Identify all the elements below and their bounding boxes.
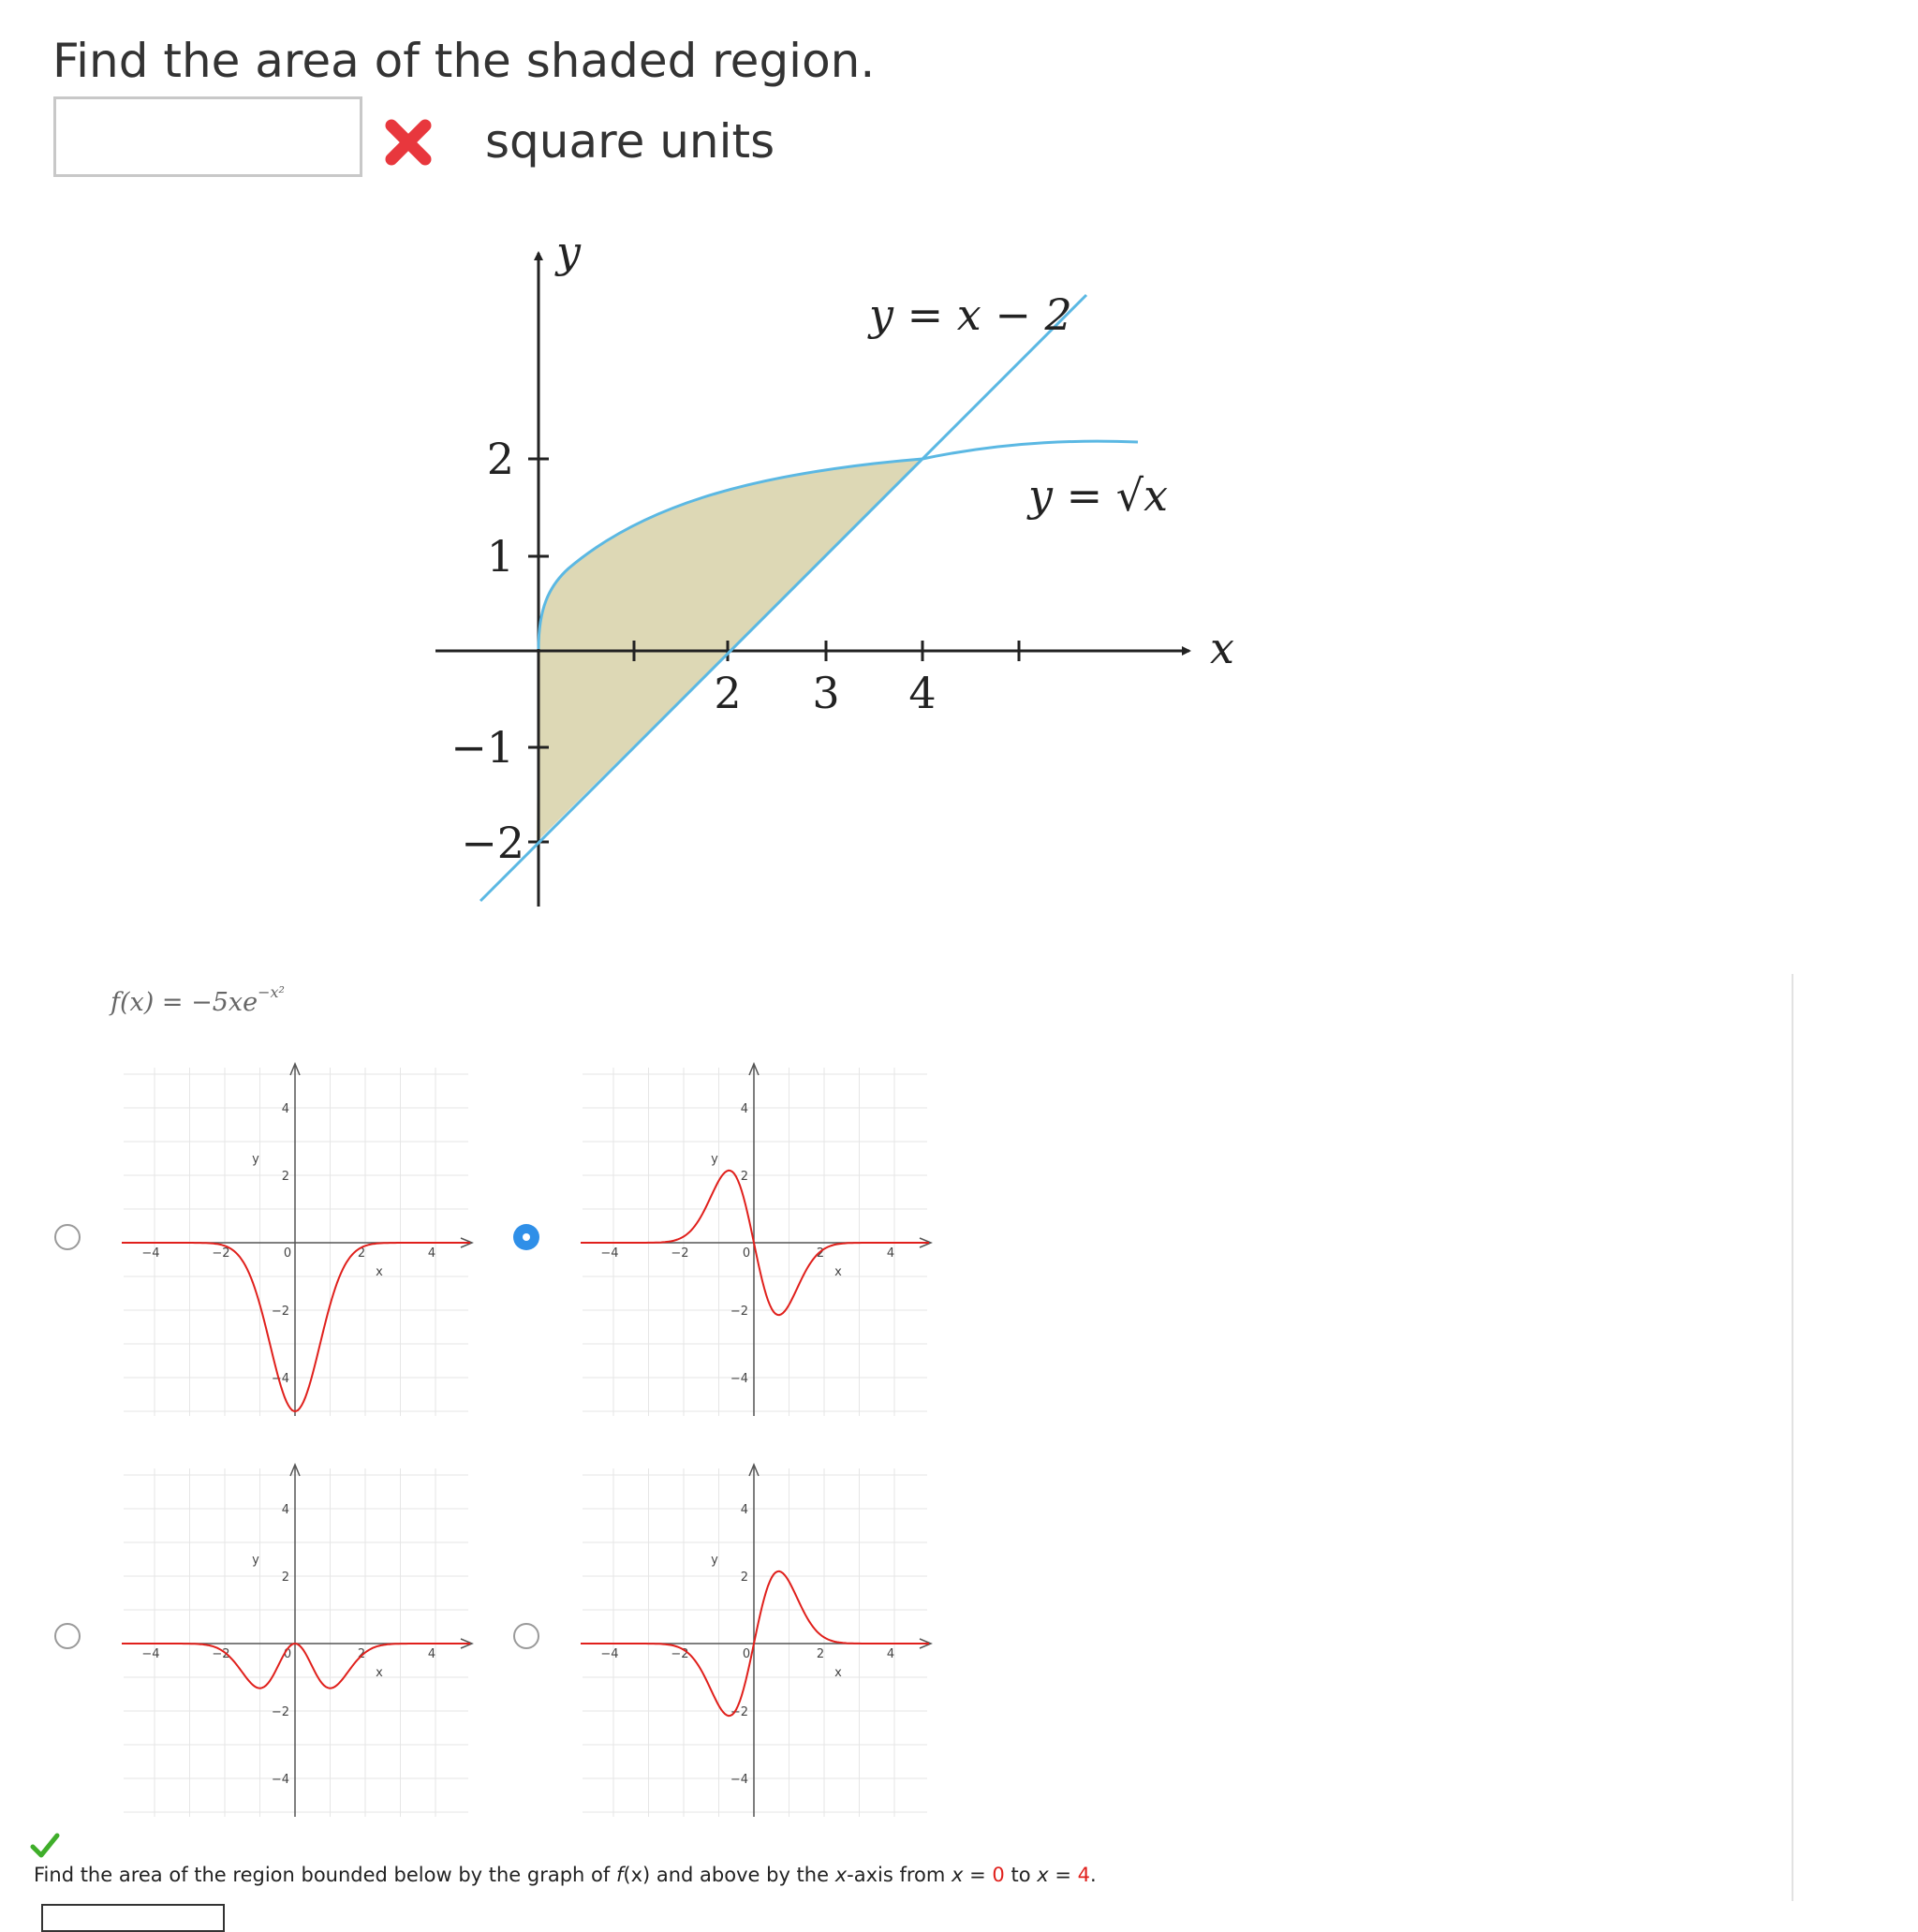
line-curve — [479, 293, 1088, 903]
graph-option-a[interactable]: −4 −2 2 4 4 2 −2 −4 0 y x — [112, 1049, 478, 1423]
mini-x-tick-label: −4 — [600, 1246, 618, 1261]
area-answer-input[interactable] — [53, 96, 362, 177]
sqrt-curve — [537, 439, 1139, 650]
mini-y-arrow — [289, 1062, 301, 1076]
function-label-exponent: −x² — [258, 983, 285, 1001]
mini-y-tick-label: −2 — [730, 1705, 748, 1719]
mini-y-tick-label: −4 — [730, 1773, 748, 1787]
x-axis-label: x — [1210, 623, 1234, 673]
mini-x-arrow — [919, 1638, 933, 1649]
axis-ticks — [528, 457, 1021, 844]
mini-y-tick-label: 2 — [282, 1571, 289, 1585]
shaded-region-graph: y x 2 1 −1 −2 2 3 4 y = x − 2 y = √x — [435, 227, 1234, 907]
mini-x-arrow — [460, 1237, 474, 1248]
mini-y-tick-label: −2 — [730, 1305, 748, 1319]
panel-divider — [1792, 974, 1793, 1901]
mini-y-label: y — [711, 1152, 718, 1166]
mini-curve — [581, 1169, 929, 1317]
graph-option-d[interactable]: −4 −2 2 4 4 2 −2 −4 0 y x — [571, 1450, 937, 1824]
y-tick-label-neg1: −1 — [450, 722, 514, 773]
mini-y-tick-label: −2 — [272, 1705, 289, 1719]
mini-y-tick-label: 4 — [741, 1503, 748, 1517]
y-axis-label: y — [554, 227, 582, 277]
graph-option-c[interactable]: −4 −2 2 4 4 2 −2 −4 0 y x — [112, 1450, 478, 1824]
mini-x-tick-label: 4 — [428, 1647, 435, 1661]
mini-y-tick-label: 4 — [282, 1503, 289, 1517]
y-tick-label-2: 2 — [487, 434, 514, 484]
mini-y-tick-label: 2 — [741, 1571, 748, 1585]
mini-y-tick-label: −4 — [272, 1773, 289, 1787]
mini-origin-label: 0 — [743, 1246, 750, 1261]
units-label: square units — [485, 114, 775, 169]
radio-option-b[interactable] — [513, 1224, 539, 1250]
x-tick-label-3: 3 — [812, 668, 839, 718]
mini-x-tick-label: 4 — [887, 1647, 894, 1661]
mini-y-label: y — [252, 1152, 259, 1166]
line-curve-label: y = x − 2 — [867, 289, 1072, 340]
mini-y-tick-label: 4 — [282, 1102, 289, 1116]
mini-x-label: x — [376, 1666, 383, 1680]
x-tick-label-4: 4 — [908, 668, 936, 718]
y-tick-label-1: 1 — [487, 531, 514, 582]
mini-y-tick-label: −4 — [272, 1372, 289, 1386]
function-label: f(x) = −5xe−x² — [111, 983, 285, 1017]
mini-y-arrow — [289, 1463, 301, 1477]
mini-x-arrow — [919, 1237, 933, 1248]
mini-origin-label: 0 — [743, 1647, 750, 1661]
mini-y-tick-label: 2 — [741, 1170, 748, 1184]
mini-origin-label: 0 — [284, 1647, 291, 1661]
mini-y-arrow — [748, 1062, 760, 1076]
mini-y-tick-label: −2 — [272, 1305, 289, 1319]
area-answer-input-2[interactable] — [41, 1904, 225, 1932]
mini-x-tick-label: 2 — [358, 1647, 365, 1661]
area-question-prompt: Find the area of the region bounded belo… — [34, 1864, 1097, 1886]
mini-x-tick-label: −4 — [600, 1647, 618, 1661]
radio-option-d[interactable] — [513, 1623, 539, 1649]
mini-x-tick-label: 2 — [817, 1647, 824, 1661]
green-check-icon — [30, 1833, 60, 1858]
mini-curve — [122, 1242, 470, 1412]
mini-curve — [122, 1643, 470, 1689]
mini-x-tick-label: −2 — [671, 1246, 688, 1261]
mini-x-label: x — [834, 1666, 842, 1680]
mini-origin-label: 0 — [284, 1246, 291, 1261]
mini-curve — [581, 1570, 929, 1718]
question-title: Find the area of the shaded region. — [52, 34, 876, 88]
mini-y-tick-label: 4 — [741, 1102, 748, 1116]
mini-x-tick-label: −4 — [141, 1246, 159, 1261]
graph-option-b[interactable]: −4 −2 2 4 4 2 −2 −4 0 y x — [571, 1049, 937, 1423]
mini-x-tick-label: 4 — [428, 1246, 435, 1261]
mini-x-tick-label: −2 — [212, 1647, 229, 1661]
mini-x-tick-label: −4 — [141, 1647, 159, 1661]
mini-x-label: x — [834, 1265, 842, 1279]
mini-x-tick-label: −2 — [212, 1246, 229, 1261]
mini-y-label: y — [252, 1553, 259, 1567]
mini-y-tick-label: 2 — [282, 1170, 289, 1184]
mini-x-tick-label: 4 — [887, 1246, 894, 1261]
mini-x-tick-label: 2 — [817, 1246, 824, 1261]
radio-option-c[interactable] — [54, 1623, 81, 1649]
mini-y-tick-label: −4 — [730, 1372, 748, 1386]
mini-x-tick-label: 2 — [358, 1246, 365, 1261]
red-x-icon — [385, 119, 432, 166]
mini-y-label: y — [711, 1553, 718, 1567]
x-tick-label-2: 2 — [714, 668, 741, 718]
mini-x-label: x — [376, 1265, 383, 1279]
mini-x-tick-label: −2 — [671, 1647, 688, 1661]
function-label-text: f(x) = −5xe — [111, 988, 258, 1017]
radio-option-a[interactable] — [54, 1224, 81, 1250]
y-tick-label-neg2: −2 — [461, 818, 524, 868]
sqrt-curve-label: y = √x — [1026, 470, 1168, 521]
mini-y-arrow — [748, 1463, 760, 1477]
mini-x-arrow — [460, 1638, 474, 1649]
